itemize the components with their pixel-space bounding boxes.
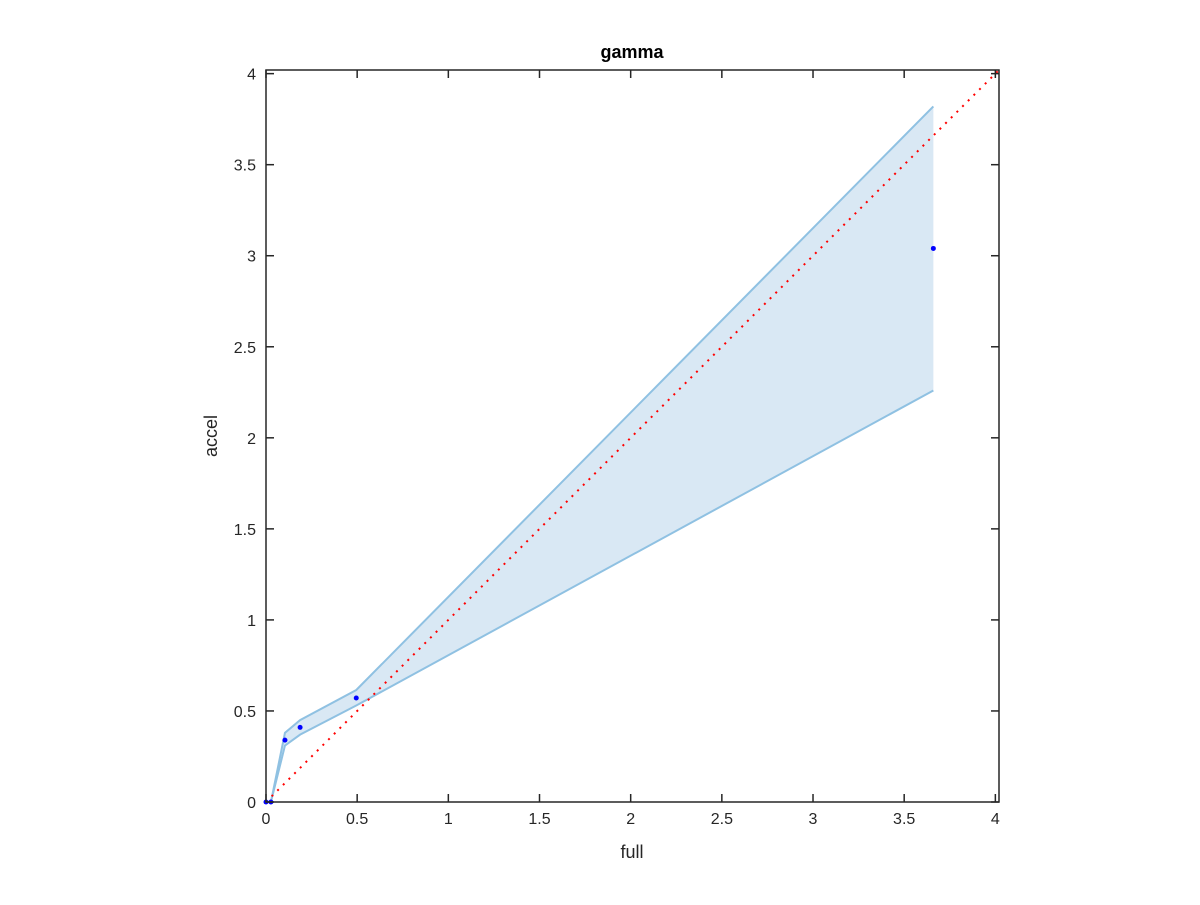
data-point [297, 724, 303, 730]
y-tick-label: 3.5 [234, 158, 256, 175]
x-tick-label: 1.5 [528, 811, 550, 828]
data-point [282, 737, 288, 743]
y-tick-label: 2.5 [234, 340, 256, 357]
y-tick-label: 1.5 [234, 522, 256, 539]
x-tick-label: 2.5 [711, 811, 733, 828]
x-tick-label: 2 [626, 811, 635, 828]
x-tick-label: 3 [809, 811, 818, 828]
plot-area [263, 69, 1000, 805]
x-axis-label: full [620, 842, 643, 862]
x-tick-label: 3.5 [893, 811, 915, 828]
data-point [353, 695, 359, 701]
y-axis-label: accel [201, 415, 221, 457]
y-tick-label: 0.5 [234, 704, 256, 721]
chart-title: gamma [600, 42, 664, 62]
x-tick-label: 4 [991, 811, 1000, 828]
x-tick-label: 0.5 [346, 811, 368, 828]
ticks: 0 0.5 1 1.5 2 2.5 3 3.5 4 0 0.5 1 1.5 2 2.5 3 3.5 4 [234, 67, 1000, 828]
y-tick-label: 4 [247, 67, 256, 84]
y-tick-label: 3 [247, 249, 256, 266]
data-point [930, 245, 936, 251]
axes-box [265, 69, 1000, 803]
y-tick-label: 2 [247, 431, 256, 448]
x-tick-label: 1 [444, 811, 453, 828]
y-tick-label: 0 [247, 795, 256, 812]
x-tick-label: 0 [262, 811, 271, 828]
confidence-band [266, 106, 934, 802]
y-tick-label: 1 [247, 613, 256, 630]
